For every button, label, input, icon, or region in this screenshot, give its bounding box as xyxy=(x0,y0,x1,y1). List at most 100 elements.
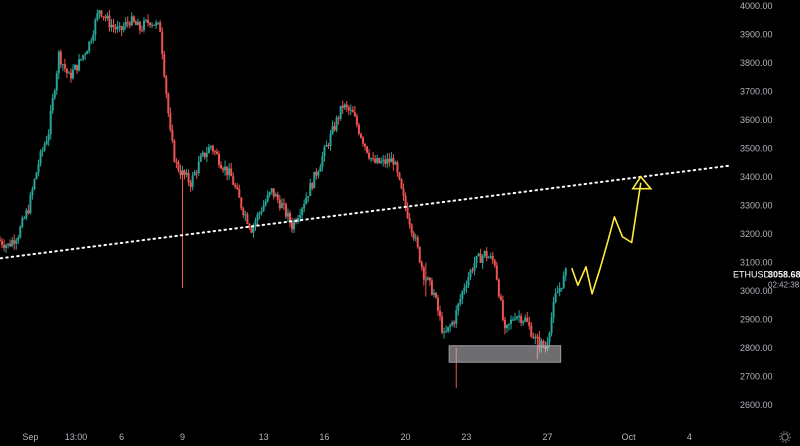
candle-body-96 xyxy=(193,172,196,176)
candle-body-102 xyxy=(205,153,208,158)
candle-body-25 xyxy=(49,110,52,135)
candle-body-211 xyxy=(426,277,429,280)
candle-body-272 xyxy=(550,317,553,333)
candle-body-167 xyxy=(337,117,340,119)
candle-body-247 xyxy=(499,296,502,300)
candle-body-224 xyxy=(453,322,456,324)
candle-body-91 xyxy=(183,170,186,175)
candle-body-92 xyxy=(185,172,188,175)
candle-body-256 xyxy=(518,315,521,317)
x-axis[interactable]: Sep 13:00 6 9 13 16 20 23 27 Oct 4 xyxy=(22,432,692,442)
time-axis-bar xyxy=(0,428,800,446)
candle-body-129 xyxy=(260,211,263,213)
candle-body-227 xyxy=(459,298,462,304)
candle-body-103 xyxy=(207,147,210,154)
candle-body-22 xyxy=(43,144,46,151)
candle-body-105 xyxy=(211,146,214,152)
candle-body-275 xyxy=(556,292,559,294)
candle-body-182 xyxy=(368,152,371,159)
candle-body-138 xyxy=(278,199,281,209)
candle-body-60 xyxy=(120,26,123,31)
x-tick-label-10: 4 xyxy=(687,432,692,442)
candle-body-201 xyxy=(406,206,409,219)
candle-body-169 xyxy=(341,105,344,108)
candle-body-145 xyxy=(293,220,296,230)
candle-body-99 xyxy=(199,155,202,162)
candle-body-181 xyxy=(366,146,369,153)
settings-gear-icon[interactable] xyxy=(779,431,791,443)
y-tick-label-3000: 3000.00 xyxy=(740,286,773,296)
candle-body-237 xyxy=(479,253,482,263)
candle-body-11 xyxy=(21,218,24,227)
candle-body-42 xyxy=(84,54,87,56)
candle-body-83 xyxy=(167,93,170,114)
candle-body-188 xyxy=(380,161,383,163)
candle-body-118 xyxy=(238,188,241,198)
candle-body-123 xyxy=(248,223,251,228)
countdown-value: 02:42:38 xyxy=(768,280,800,289)
candle-body-117 xyxy=(236,186,239,189)
candle-body-243 xyxy=(491,256,494,261)
candle-body-263 xyxy=(532,336,535,339)
candle-body-68 xyxy=(136,21,139,26)
candle-body-76 xyxy=(153,24,156,26)
candle-body-71 xyxy=(142,20,145,31)
candle-body-134 xyxy=(270,188,273,193)
candle-body-120 xyxy=(242,208,245,216)
candle-body-220 xyxy=(445,331,448,333)
candle-body-124 xyxy=(250,227,253,233)
candle-body-198 xyxy=(400,179,403,189)
candle-body-7 xyxy=(13,240,16,244)
candle-body-44 xyxy=(88,41,91,52)
candle-body-158 xyxy=(319,166,322,172)
candle-body-131 xyxy=(264,201,267,206)
support-zone-rect xyxy=(448,345,562,363)
candle-body-184 xyxy=(372,158,375,160)
candle-body-232 xyxy=(469,270,472,278)
candle-body-122 xyxy=(246,214,249,224)
candle-body-152 xyxy=(307,195,310,198)
last-price-value: 3058.68 xyxy=(768,269,800,279)
candle-body-276 xyxy=(558,288,561,293)
candle-body-4 xyxy=(7,243,10,246)
y-tick-label-3300: 3300.00 xyxy=(740,201,773,211)
candle-body-171 xyxy=(345,104,348,107)
candle-body-172 xyxy=(347,106,350,111)
candle-body-16 xyxy=(31,188,34,195)
candle-body-12 xyxy=(23,218,26,220)
candle-body-112 xyxy=(226,166,229,176)
candle-body-126 xyxy=(254,220,257,226)
candle-body-17 xyxy=(33,179,36,189)
candle-body-242 xyxy=(489,256,492,258)
candle-body-38 xyxy=(76,64,79,71)
candle-body-61 xyxy=(122,26,125,31)
candle-body-157 xyxy=(317,171,320,176)
candle-body-268 xyxy=(542,340,545,347)
candle-body-244 xyxy=(493,260,496,266)
projection-layer xyxy=(571,175,653,295)
candle-body-127 xyxy=(256,214,259,221)
candle-body-168 xyxy=(339,105,342,119)
candle-body-252 xyxy=(510,319,512,324)
candle-body-133 xyxy=(268,192,271,195)
candle-body-93 xyxy=(187,172,190,183)
candle-body-178 xyxy=(359,133,362,138)
candle-body-174 xyxy=(351,109,354,113)
y-tick-label-2600: 2600.00 xyxy=(740,400,773,410)
candle-body-84 xyxy=(169,113,172,130)
candle-body-64 xyxy=(128,23,131,26)
y-axis[interactable]: 2600.00 2700.00 2800.00 2900.00 3000.00 3100.… xyxy=(740,1,773,410)
y-tick-label-3500: 3500.00 xyxy=(740,144,773,154)
candle-body-253 xyxy=(512,319,515,321)
candle-body-6 xyxy=(11,240,14,247)
candle-body-98 xyxy=(197,161,200,174)
candle-body-240 xyxy=(485,251,488,259)
candle-body-215 xyxy=(434,292,437,298)
candle-body-230 xyxy=(465,285,468,288)
candle-body-130 xyxy=(262,205,265,212)
candle-body-160 xyxy=(323,146,326,157)
candle-body-261 xyxy=(528,321,531,327)
candle-body-128 xyxy=(258,212,261,215)
